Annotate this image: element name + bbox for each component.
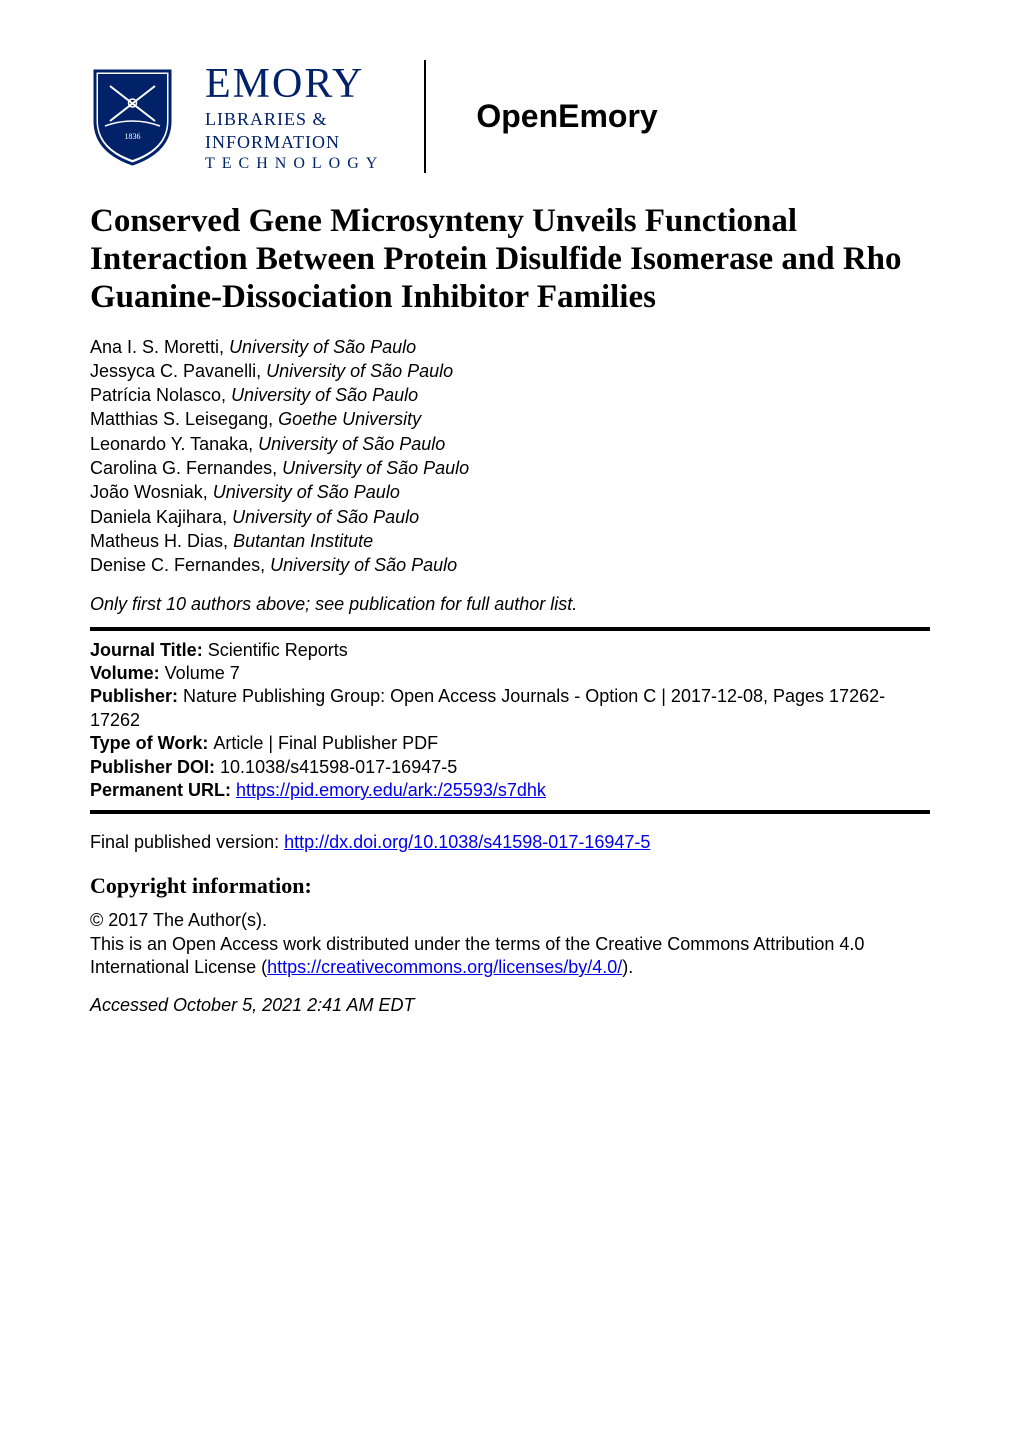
publisher-doi-value: 10.1038/s41598-017-16947-5 bbox=[220, 757, 457, 777]
author-institution: University of São Paulo bbox=[270, 555, 457, 575]
metadata-doi: Publisher DOI: 10.1038/s41598-017-16947-… bbox=[90, 756, 930, 779]
author-institution: University of São Paulo bbox=[232, 507, 419, 527]
publisher-label: Publisher: bbox=[90, 686, 183, 706]
final-version-label: Final published version: bbox=[90, 832, 284, 852]
permanent-url-link[interactable]: https://pid.emory.edu/ark:/25593/s7dhk bbox=[236, 780, 546, 800]
author-line: Matheus H. Dias, Butantan Institute bbox=[90, 529, 930, 553]
author-line: Jessyca C. Pavanelli, University of São … bbox=[90, 359, 930, 383]
accessed-text: Accessed October 5, 2021 2:41 AM EDT bbox=[90, 995, 930, 1016]
divider-top bbox=[90, 627, 930, 631]
metadata-permanent-url: Permanent URL: https://pid.emory.edu/ark… bbox=[90, 779, 930, 802]
emory-text-block: EMORY LIBRARIES & INFORMATION TECHNOLOGY bbox=[205, 60, 426, 173]
author-institution: Butantan Institute bbox=[233, 531, 373, 551]
author-line: Leonardo Y. Tanaka, University of São Pa… bbox=[90, 432, 930, 456]
author-line: Daniela Kajihara, University of São Paul… bbox=[90, 505, 930, 529]
volume-value: Volume 7 bbox=[165, 663, 240, 683]
author-line: Carolina G. Fernandes, University of São… bbox=[90, 456, 930, 480]
metadata-volume: Volume: Volume 7 bbox=[90, 662, 930, 685]
author-line: Patrícia Nolasco, University of São Paul… bbox=[90, 383, 930, 407]
license-url-link[interactable]: https://creativecommons.org/licenses/by/… bbox=[267, 957, 622, 977]
author-line: Ana I. S. Moretti, University of São Pau… bbox=[90, 335, 930, 359]
volume-label: Volume: bbox=[90, 663, 165, 683]
author-name: Patrícia Nolasco, bbox=[90, 385, 231, 405]
journal-title-label: Journal Title: bbox=[90, 640, 208, 660]
copyright-heading: Copyright information: bbox=[90, 873, 930, 899]
emory-title: EMORY bbox=[205, 60, 384, 108]
author-institution: University of São Paulo bbox=[258, 434, 445, 454]
author-line: João Wosniak, University of São Paulo bbox=[90, 480, 930, 504]
author-institution: University of São Paulo bbox=[229, 337, 416, 357]
metadata-publisher: Publisher: Nature Publishing Group: Open… bbox=[90, 685, 930, 732]
copyright-text: © 2017 The Author(s). This is an Open Ac… bbox=[90, 909, 930, 979]
author-name: Daniela Kajihara, bbox=[90, 507, 232, 527]
emory-shield-logo: 1836 bbox=[90, 66, 175, 166]
type-of-work-label: Type of Work: bbox=[90, 733, 213, 753]
emory-subtitle-line2: INFORMATION bbox=[205, 131, 384, 154]
emory-subtitle-line3: TECHNOLOGY bbox=[205, 155, 384, 173]
final-version-link[interactable]: http://dx.doi.org/10.1038/s41598-017-169… bbox=[284, 832, 650, 852]
author-line: Matthias S. Leisegang, Goethe University bbox=[90, 407, 930, 431]
author-name: João Wosniak, bbox=[90, 482, 213, 502]
type-of-work-value: Article | Final Publisher PDF bbox=[213, 733, 438, 753]
author-line: Denise C. Fernandes, University of São P… bbox=[90, 553, 930, 577]
publisher-value: Nature Publishing Group: Open Access Jou… bbox=[90, 686, 885, 729]
author-name: Ana I. S. Moretti, bbox=[90, 337, 229, 357]
metadata-journal: Journal Title: Scientific Reports bbox=[90, 639, 930, 662]
author-note: Only first 10 authors above; see publica… bbox=[90, 594, 930, 615]
author-institution: University of São Paulo bbox=[266, 361, 453, 381]
copyright-line2-suffix: ). bbox=[622, 957, 633, 977]
copyright-line1: © 2017 The Author(s). bbox=[90, 909, 930, 932]
author-name: Carolina G. Fernandes, bbox=[90, 458, 282, 478]
emory-subtitle-line1: LIBRARIES & bbox=[205, 108, 384, 131]
journal-title-value: Scientific Reports bbox=[208, 640, 348, 660]
metadata-type: Type of Work: Article | Final Publisher … bbox=[90, 732, 930, 755]
header-logos: 1836 EMORY LIBRARIES & INFORMATION TECHN… bbox=[90, 60, 930, 173]
authors-list: Ana I. S. Moretti, University of São Pau… bbox=[90, 335, 930, 578]
author-institution: University of São Paulo bbox=[282, 458, 469, 478]
publisher-doi-label: Publisher DOI: bbox=[90, 757, 220, 777]
open-emory-title: OpenEmory bbox=[456, 98, 657, 135]
author-name: Matthias S. Leisegang, bbox=[90, 409, 278, 429]
author-name: Denise C. Fernandes, bbox=[90, 555, 270, 575]
author-institution: University of São Paulo bbox=[213, 482, 400, 502]
copyright-line2: This is an Open Access work distributed … bbox=[90, 933, 930, 980]
svg-text:1836: 1836 bbox=[125, 132, 141, 141]
author-name: Jessyca C. Pavanelli, bbox=[90, 361, 266, 381]
author-name: Matheus H. Dias, bbox=[90, 531, 233, 551]
divider-bottom bbox=[90, 810, 930, 814]
author-name: Leonardo Y. Tanaka, bbox=[90, 434, 258, 454]
author-institution: Goethe University bbox=[278, 409, 421, 429]
author-institution: University of São Paulo bbox=[231, 385, 418, 405]
permanent-url-label: Permanent URL: bbox=[90, 780, 236, 800]
metadata-block: Journal Title: Scientific Reports Volume… bbox=[90, 639, 930, 803]
article-title: Conserved Gene Microsynteny Unveils Func… bbox=[90, 203, 930, 317]
final-version: Final published version: http://dx.doi.o… bbox=[90, 832, 930, 853]
